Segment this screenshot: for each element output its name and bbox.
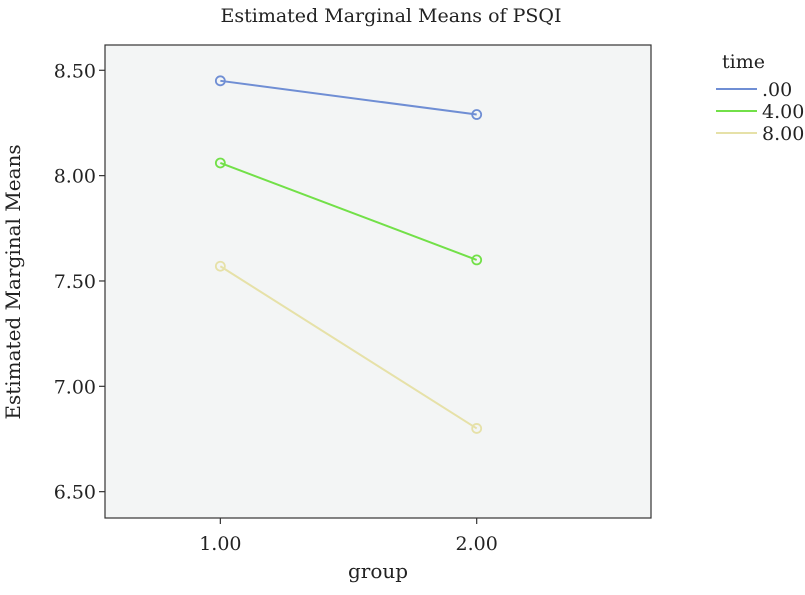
- data-point: [214, 75, 226, 87]
- y-axis-label: Estimated Marginal Means: [1, 144, 25, 419]
- x-axis: 1.00 2.00: [199, 518, 498, 555]
- data-point: [214, 157, 226, 169]
- y-tick-label: 6.50: [54, 482, 96, 504]
- data-point: [471, 423, 483, 434]
- chart-title: Estimated Marginal Means of PSQI: [221, 5, 562, 27]
- data-point: [471, 109, 483, 120]
- legend-label: 4.00: [762, 101, 804, 123]
- y-tick-label: 8.50: [54, 60, 96, 82]
- y-tick-label: 7.50: [54, 271, 96, 293]
- legend-title: time: [722, 51, 765, 73]
- legend-label: 8.00: [762, 123, 804, 145]
- legend: time .004.008.00: [716, 51, 804, 145]
- series-line-2: [219, 265, 478, 430]
- x-axis-label: group: [348, 559, 408, 583]
- x-tick-label: 2.00: [456, 533, 498, 555]
- data-point: [214, 260, 226, 272]
- series-layer: [214, 75, 483, 434]
- series-line-0: [220, 79, 477, 116]
- series-line-1: [219, 162, 478, 261]
- y-tick-label: 8.00: [54, 166, 96, 188]
- legend-label: .00: [762, 79, 792, 101]
- y-axis: 6.50 7.00 7.50 8.00 8.50: [54, 60, 105, 504]
- x-tick-label: 1.00: [199, 533, 241, 555]
- y-tick-label: 7.00: [54, 376, 96, 398]
- plot-area: [104, 44, 652, 519]
- data-point: [471, 254, 483, 266]
